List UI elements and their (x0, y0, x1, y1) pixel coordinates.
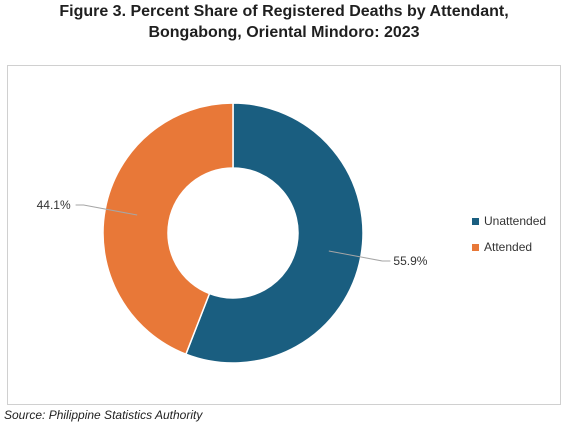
legend-swatch-attended (472, 243, 479, 251)
legend-label-attended: Attended (484, 240, 533, 254)
donut-slice-unattended (184, 102, 364, 364)
source-note: Source: Philippine Statistics Authority (4, 408, 203, 422)
legend-swatch-unattended (472, 217, 479, 225)
leader-line-unattended (328, 250, 391, 262)
chart-title: Figure 3. Percent Share of Registered De… (0, 1, 568, 43)
chart-title-line-1: Figure 3. Percent Share of Registered De… (59, 3, 509, 20)
data-label-attended: 44.1% (36, 197, 71, 212)
chart-title-line-2: Bongabong, Oriental Mindoro: 2023 (148, 24, 420, 41)
legend-item-attended: Attended (472, 240, 532, 254)
legend-item-unattended: Unattended (472, 214, 546, 228)
leader-line-attended (75, 204, 138, 216)
donut-slice-attended (102, 102, 234, 356)
legend-label-unattended: Unattended (484, 214, 547, 228)
data-label-unattended: 55.9% (393, 254, 428, 268)
